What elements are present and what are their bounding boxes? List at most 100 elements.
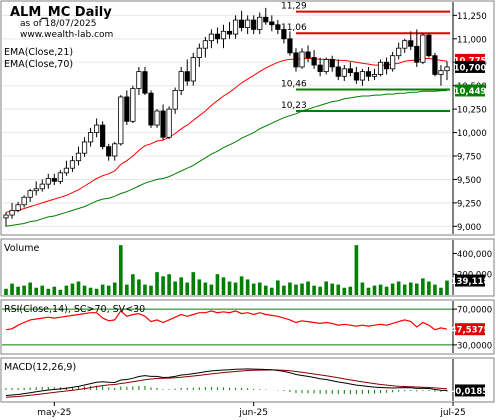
- candle: [365, 66, 372, 81]
- candle: [45, 173, 51, 189]
- macd-tag-label: -0,0185: [452, 387, 488, 397]
- candle: [118, 95, 124, 146]
- volume-bar: [94, 288, 99, 295]
- volume-bar: [215, 274, 220, 295]
- candle-body: [396, 47, 402, 57]
- volume-bar: [306, 281, 310, 295]
- macd-tag-bg: [455, 384, 485, 397]
- candle: [166, 106, 172, 140]
- candle: [239, 10, 245, 32]
- chart-subtitle: as of 18/07/2025: [20, 19, 96, 29]
- volume-bar: [342, 287, 347, 295]
- candle-body: [239, 19, 245, 28]
- candle-body: [214, 33, 221, 40]
- candle: [208, 29, 214, 49]
- candle-body: [287, 38, 293, 54]
- price-tick-label: 11,250: [457, 12, 487, 22]
- candle-body: [257, 16, 263, 30]
- rsi-tick-label: 30,0000: [457, 341, 492, 351]
- volume-bar: [185, 282, 190, 295]
- candle-body: [39, 183, 45, 190]
- candle-body: [184, 71, 190, 82]
- volume-bar: [384, 286, 389, 295]
- candle-body: [172, 89, 178, 110]
- candle: [39, 179, 45, 192]
- volume-bar: [28, 282, 32, 295]
- volume-bar: [52, 286, 57, 295]
- candle-body: [3, 214, 9, 219]
- volume-bar: [64, 285, 69, 295]
- candle-body: [426, 34, 432, 57]
- volume-bar: [245, 279, 250, 295]
- volume-bar: [4, 288, 8, 295]
- candle-body: [124, 96, 130, 122]
- candle-body: [75, 152, 82, 162]
- candle: [51, 173, 57, 186]
- candle: [160, 104, 166, 141]
- volume-bar: [348, 286, 353, 295]
- candle-body: [220, 30, 227, 40]
- candle: [317, 57, 323, 77]
- candle-body: [329, 59, 335, 68]
- volume-bar: [433, 284, 437, 295]
- candle-body: [166, 108, 172, 138]
- candle: [305, 45, 311, 63]
- volume-bar: [88, 287, 93, 295]
- candle: [220, 24, 227, 49]
- candle-body: [359, 71, 366, 81]
- volume-bar: [330, 283, 335, 295]
- volume-tag-bg: [455, 274, 485, 287]
- candle: [124, 90, 130, 126]
- candle-body: [9, 209, 15, 216]
- candle: [178, 66, 184, 96]
- candle: [136, 66, 142, 96]
- candle: [15, 201, 21, 213]
- candle-body: [402, 40, 408, 49]
- candle-body: [269, 21, 275, 26]
- candle-body: [45, 178, 51, 185]
- volume-bar: [161, 276, 165, 295]
- candle-body: [353, 72, 359, 81]
- candle-body: [383, 61, 390, 70]
- price-tag-label: 10,700: [454, 63, 487, 73]
- candle: [432, 52, 438, 77]
- candle-body: [347, 68, 353, 73]
- candle-body: [420, 34, 426, 63]
- candle: [438, 65, 444, 86]
- candle-body: [371, 74, 378, 77]
- candle-body: [160, 110, 166, 138]
- price-tag-label: 10,449: [454, 87, 487, 97]
- candle-body: [57, 172, 63, 182]
- price-tick-label: 9,000: [457, 223, 481, 233]
- volume-bar: [70, 283, 75, 295]
- ema70-path: [5, 90, 448, 227]
- candle: [263, 7, 269, 25]
- price-tick-label: 10,250: [457, 106, 487, 116]
- candle: [202, 36, 208, 58]
- candle: [383, 57, 390, 75]
- candle: [81, 137, 88, 157]
- candle: [232, 15, 239, 39]
- rsi-tag-bg: [455, 323, 485, 336]
- legend-ema21: EMA(Close,21): [4, 47, 73, 58]
- candle: [33, 181, 39, 196]
- candle: [3, 212, 9, 227]
- volume-bar: [209, 284, 214, 295]
- candle: [257, 12, 263, 35]
- candle-body: [21, 196, 27, 206]
- candle: [329, 55, 335, 72]
- volume-bar: [167, 274, 171, 295]
- volume-bar: [137, 279, 141, 295]
- volume-bar: [106, 285, 111, 295]
- candle-body: [311, 57, 317, 66]
- candle: [341, 65, 347, 81]
- volume-bar: [372, 285, 377, 295]
- candle-body: [275, 24, 281, 30]
- candle-body: [444, 66, 450, 72]
- ema21-path: [5, 58, 448, 213]
- hline-label: 11,06: [281, 23, 307, 33]
- volume-bar: [46, 288, 51, 295]
- candle: [275, 20, 281, 35]
- volume-bar: [179, 277, 183, 295]
- price-tick-label: 9,500: [457, 176, 481, 186]
